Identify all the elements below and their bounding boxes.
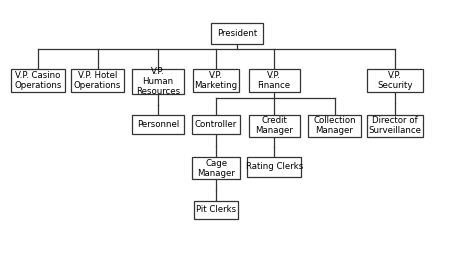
Text: V.P.
Finance: V.P. Finance [257, 71, 291, 90]
FancyBboxPatch shape [71, 69, 124, 92]
FancyBboxPatch shape [132, 115, 183, 134]
Text: Controller: Controller [195, 120, 237, 129]
FancyBboxPatch shape [191, 115, 240, 134]
FancyBboxPatch shape [248, 69, 300, 92]
Text: V.P. Casino
Operations: V.P. Casino Operations [15, 71, 62, 90]
FancyBboxPatch shape [11, 69, 65, 92]
FancyBboxPatch shape [247, 157, 301, 177]
Text: V.P.
Marketing: V.P. Marketing [194, 71, 237, 90]
FancyBboxPatch shape [193, 69, 239, 92]
Text: Collection
Manager: Collection Manager [313, 116, 356, 135]
FancyBboxPatch shape [248, 115, 300, 136]
FancyBboxPatch shape [367, 69, 423, 92]
FancyBboxPatch shape [132, 69, 183, 95]
Text: V.P. Hotel
Operations: V.P. Hotel Operations [74, 71, 121, 90]
FancyBboxPatch shape [191, 157, 240, 179]
FancyBboxPatch shape [211, 23, 263, 44]
Text: V.P.
Human
Resources: V.P. Human Resources [136, 67, 180, 96]
Text: Cage
Manager: Cage Manager [197, 159, 235, 178]
Text: President: President [217, 29, 257, 38]
FancyBboxPatch shape [308, 115, 361, 136]
FancyBboxPatch shape [367, 115, 423, 136]
Text: Director of
Surveillance: Director of Surveillance [368, 116, 421, 135]
Text: V.P.
Security: V.P. Security [377, 71, 413, 90]
Text: Personnel: Personnel [137, 120, 179, 129]
Text: Rating Clerks: Rating Clerks [246, 162, 303, 171]
FancyBboxPatch shape [194, 201, 238, 219]
Text: Credit
Manager: Credit Manager [255, 116, 293, 135]
Text: Pit Clerks: Pit Clerks [196, 205, 236, 214]
